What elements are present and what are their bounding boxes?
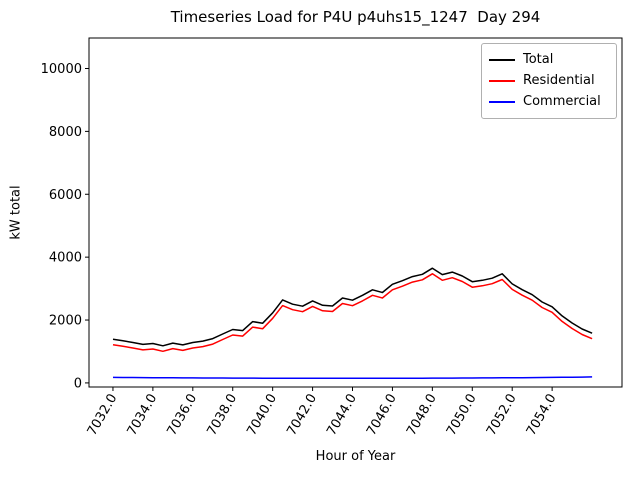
y-tick-label: 8000 bbox=[49, 125, 82, 140]
legend-item-residential: Residential bbox=[489, 70, 608, 91]
y-tick-label: 4000 bbox=[49, 251, 82, 266]
legend-swatch-commercial bbox=[489, 100, 515, 103]
x-tick-label: 7040.0 bbox=[244, 392, 280, 439]
legend-item-commercial: Commercial bbox=[489, 91, 608, 112]
legend-label: Commercial bbox=[523, 94, 601, 109]
x-tick-label: 7054.0 bbox=[524, 392, 560, 439]
legend-label: Total bbox=[523, 52, 554, 67]
legend-swatch-total bbox=[489, 58, 515, 61]
x-axis-label: Hour of Year bbox=[315, 449, 396, 464]
y-axis-label: kW total bbox=[8, 185, 24, 240]
chart-title: Timeseries Load for P4U p4uhs15_1247 Day… bbox=[170, 8, 541, 26]
legend-item-total: Total bbox=[489, 49, 608, 70]
x-tick-label: 7050.0 bbox=[444, 392, 480, 439]
x-tick-label: 7036.0 bbox=[165, 392, 201, 439]
x-tick-label: 7048.0 bbox=[404, 392, 440, 439]
x-tick-label: 7032.0 bbox=[85, 392, 121, 439]
x-tick-label: 7038.0 bbox=[204, 392, 240, 439]
legend-swatch-residential bbox=[489, 79, 515, 82]
y-tick-label: 6000 bbox=[49, 188, 82, 203]
axes-frame bbox=[88, 37, 623, 388]
y-tick-label: 0 bbox=[74, 376, 82, 391]
legend: Total Residential Commercial bbox=[481, 43, 617, 119]
x-tick-label: 7042.0 bbox=[284, 392, 320, 439]
series-line-residential bbox=[112, 273, 593, 353]
y-tick-label: 10000 bbox=[41, 62, 82, 77]
series-line-commercial bbox=[112, 376, 593, 380]
x-tick-label: 7044.0 bbox=[324, 392, 360, 439]
legend-label: Residential bbox=[523, 73, 595, 88]
x-tick-label: 7046.0 bbox=[364, 392, 400, 439]
series-line-total bbox=[112, 267, 593, 347]
x-tick-label: 7052.0 bbox=[484, 392, 520, 439]
y-tick-label: 2000 bbox=[49, 314, 82, 329]
x-tick-label: 7034.0 bbox=[125, 392, 161, 439]
